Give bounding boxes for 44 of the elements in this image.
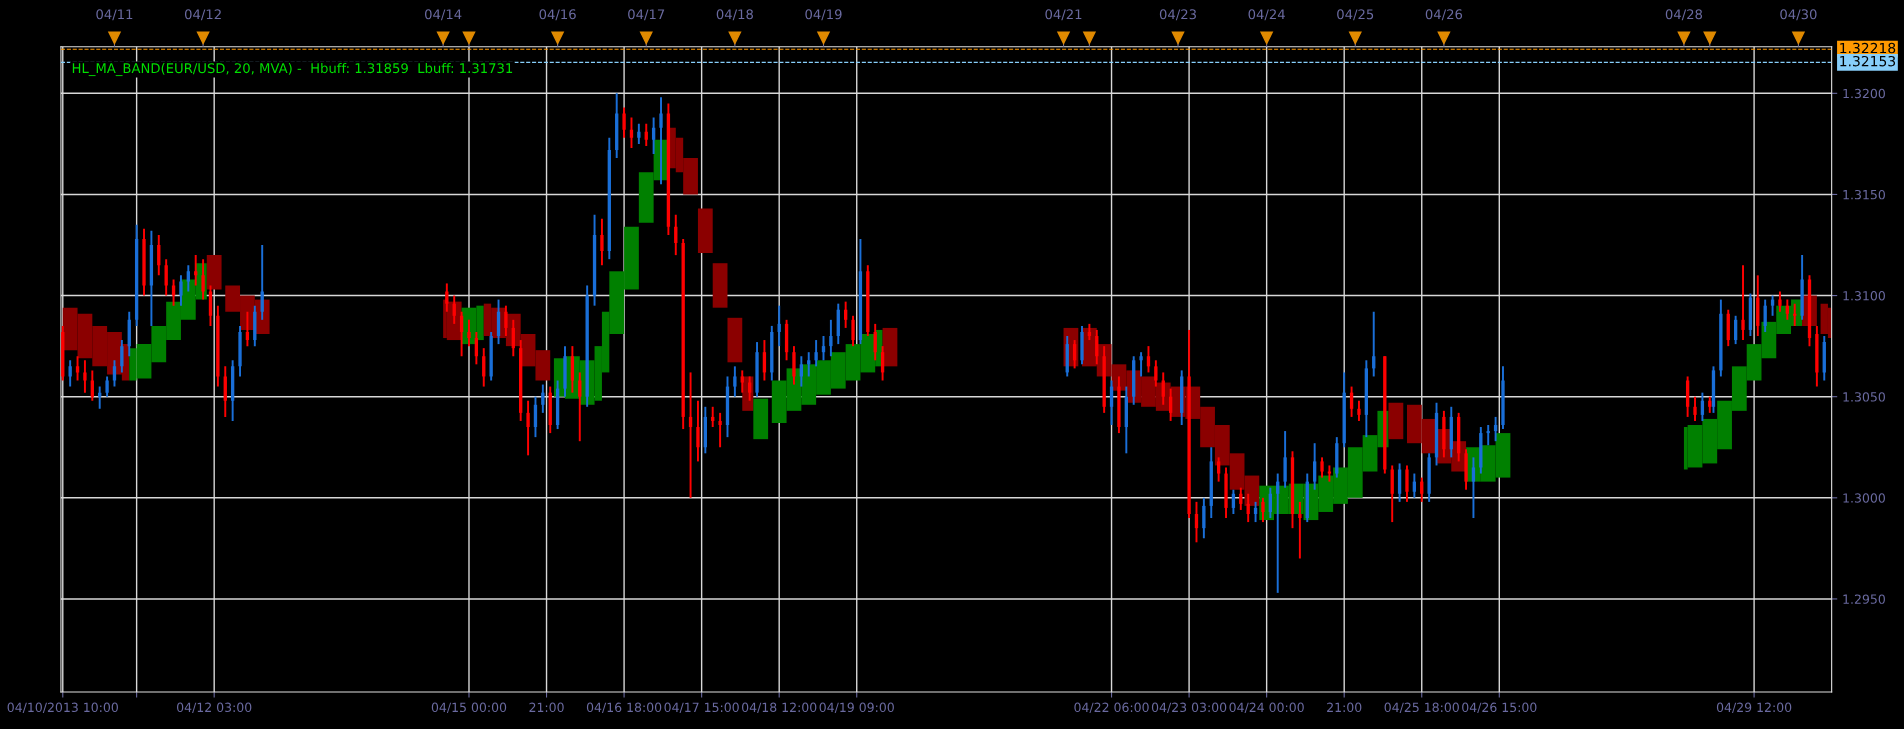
y-tick-label: 1.2950 — [1843, 594, 1885, 604]
x2-tick-label: 04/11 — [96, 9, 133, 21]
bar — [882, 327, 898, 367]
x2-tick-label: 04/30 — [1780, 9, 1817, 21]
y-tick-label: 1.3150 — [1843, 189, 1885, 200]
y-tick-label: 1.3000 — [1843, 493, 1885, 503]
x2-tick-label: 04/23 — [1159, 9, 1196, 21]
bar — [712, 263, 728, 308]
x2-tick-label: 04/16 — [539, 9, 576, 21]
y-tick-label: 1.3200 — [1843, 88, 1885, 99]
x2-tick-label: 04/19 — [805, 9, 842, 21]
x-tick-label: 04/26 15:00 — [1462, 702, 1537, 714]
y-tick-label: 1.3050 — [1843, 392, 1885, 402]
bar — [753, 398, 769, 440]
text: HL_MA_BAND(EUR/USD, 20, MVA) - Hbuff: 1.31859 Lbuff: 1.31731 — [72, 62, 513, 77]
bar — [727, 317, 743, 363]
ref-line-label: 1.32153 — [1840, 55, 1896, 67]
x2-tick-label: 04/18 — [716, 9, 753, 21]
x-tick-label: 04/10/2013 10:00 — [7, 702, 118, 714]
x2-tick-label: 04/12 — [184, 9, 221, 21]
x2-tick-label: 04/17 — [628, 9, 665, 21]
x2-tick-label: 04/24 — [1248, 9, 1285, 21]
y-tick-label: 1.3100 — [1843, 291, 1885, 301]
x2-tick-label: 04/26 — [1425, 9, 1463, 21]
x-tick-label: 04/18 12:00 — [742, 702, 817, 714]
x-tick-label: 04/12 03:00 — [177, 702, 252, 714]
bar — [697, 208, 713, 254]
x-tick-label: 04/24 00:00 — [1229, 702, 1304, 714]
x-tick-label: 21:00 — [529, 702, 564, 713]
x-tick-label: 04/23 03:00 — [1151, 702, 1227, 714]
x-tick-label: 04/17 15:00 — [664, 702, 739, 714]
x2-tick-label: 04/14 — [425, 9, 462, 21]
x-tick-label: 21:00 — [1327, 702, 1362, 713]
x-tick-label: 04/16 18:00 — [586, 702, 662, 714]
x-tick-label: 04/25 18:00 — [1384, 702, 1459, 714]
ref-line-label: 1.32218 — [1840, 42, 1896, 54]
x-tick-label: 04/19 09:00 — [819, 702, 894, 714]
x2-tick-label: 04/28 — [1665, 9, 1703, 21]
x-tick-label: 04/29 12:00 — [1716, 702, 1792, 714]
bar — [206, 255, 222, 290]
x-tick-label: 04/15 00:00 — [431, 702, 507, 714]
x2-tick-label: 04/21 — [1045, 9, 1082, 21]
x2-tick-label: 04/25 — [1337, 9, 1374, 21]
x-tick-label: 04/22 06:00 — [1074, 702, 1149, 714]
